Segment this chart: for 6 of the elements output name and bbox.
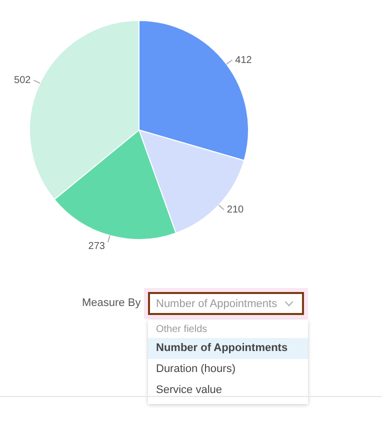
data-label: 273 (88, 241, 106, 252)
data-label: 412 (235, 54, 252, 66)
text: Measure By (82, 297, 141, 309)
dropdown-menu: Other fields Number of Appointments Duration (hours) Service value (148, 320, 308, 404)
data-label: 502 (14, 74, 32, 86)
data-label: 210 (226, 204, 244, 216)
